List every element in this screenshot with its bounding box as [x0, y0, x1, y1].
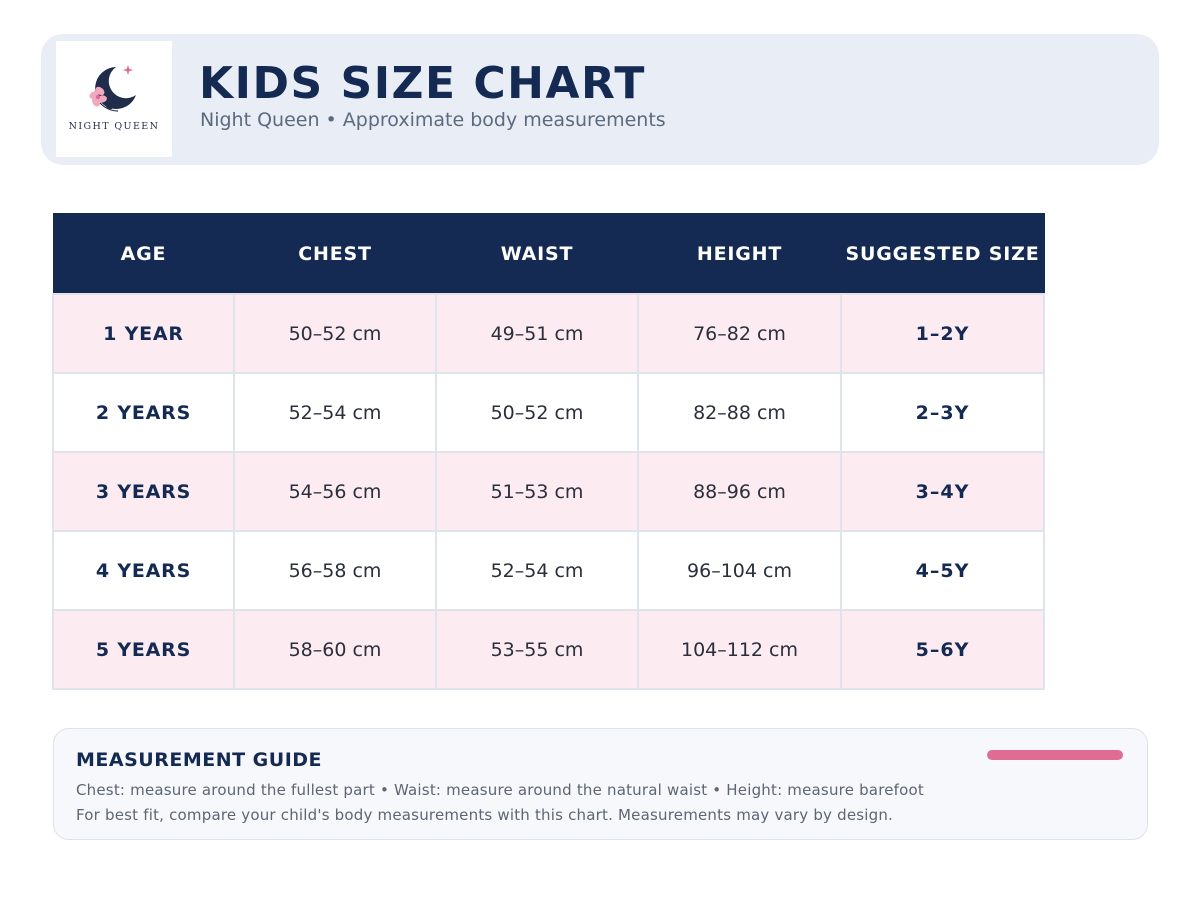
measurement-guide-instructions: Chest: measure around the fullest part •… — [76, 781, 924, 799]
chest-cell: 56–58 cm — [233, 530, 437, 611]
accent-bar — [987, 750, 1123, 760]
waist-cell: 53–55 cm — [435, 609, 639, 690]
table-row: 2 YEARS 52–54 cm 50–52 cm 82–88 cm 2–3Y — [52, 372, 1045, 453]
height-cell: 104–112 cm — [637, 609, 842, 690]
column-header-chest: CHEST — [233, 213, 437, 295]
height-cell: 96–104 cm — [637, 530, 842, 611]
chest-cell: 54–56 cm — [233, 451, 437, 532]
waist-cell: 52–54 cm — [435, 530, 639, 611]
measurement-guide-note: For best fit, compare your child's body … — [76, 806, 894, 824]
suggested-size-cell: 2–3Y — [840, 372, 1045, 453]
page-title: KIDS SIZE CHART — [199, 58, 646, 109]
page-header: NIGHT QUEEN KIDS SIZE CHART Night Queen … — [41, 34, 1159, 165]
page-subtitle: Night Queen • Approximate body measureme… — [200, 109, 666, 131]
height-cell: 82–88 cm — [637, 372, 842, 453]
height-cell: 76–82 cm — [637, 293, 842, 374]
age-cell: 3 YEARS — [52, 451, 235, 532]
column-header-age: AGE — [52, 213, 235, 295]
chest-cell: 58–60 cm — [233, 609, 437, 690]
table-header-row: AGE CHEST WAIST HEIGHT SUGGESTED SIZE — [52, 213, 1045, 295]
waist-cell: 51–53 cm — [435, 451, 639, 532]
suggested-size-cell: 4–5Y — [840, 530, 1045, 611]
age-cell: 4 YEARS — [52, 530, 235, 611]
column-header-waist: WAIST — [435, 213, 639, 295]
suggested-size-cell: 3–4Y — [840, 451, 1045, 532]
age-cell: 5 YEARS — [52, 609, 235, 690]
table-row: 5 YEARS 58–60 cm 53–55 cm 104–112 cm 5–6… — [52, 609, 1045, 690]
age-cell: 2 YEARS — [52, 372, 235, 453]
brand-logo: NIGHT QUEEN — [56, 41, 172, 157]
chest-cell: 50–52 cm — [233, 293, 437, 374]
table-row: 4 YEARS 56–58 cm 52–54 cm 96–104 cm 4–5Y — [52, 530, 1045, 611]
suggested-size-cell: 1–2Y — [840, 293, 1045, 374]
measurement-guide-panel: MEASUREMENT GUIDE Chest: measure around … — [53, 728, 1148, 840]
chest-cell: 52–54 cm — [233, 372, 437, 453]
size-chart-table: AGE CHEST WAIST HEIGHT SUGGESTED SIZE 1 … — [52, 213, 1045, 690]
table-row: 3 YEARS 54–56 cm 51–53 cm 88–96 cm 3–4Y — [52, 451, 1045, 532]
crescent-moon-logo-icon — [89, 65, 136, 112]
column-header-height: HEIGHT — [637, 213, 842, 295]
table-row: 1 YEAR 50–52 cm 49–51 cm 76–82 cm 1–2Y — [52, 293, 1045, 374]
column-header-suggested-size: SUGGESTED SIZE — [840, 213, 1045, 295]
suggested-size-cell: 5–6Y — [840, 609, 1045, 690]
height-cell: 88–96 cm — [637, 451, 842, 532]
brand-logo-text: NIGHT QUEEN — [68, 121, 160, 132]
age-cell: 1 YEAR — [52, 293, 235, 374]
measurement-guide-title: MEASUREMENT GUIDE — [76, 749, 323, 771]
waist-cell: 50–52 cm — [435, 372, 639, 453]
waist-cell: 49–51 cm — [435, 293, 639, 374]
